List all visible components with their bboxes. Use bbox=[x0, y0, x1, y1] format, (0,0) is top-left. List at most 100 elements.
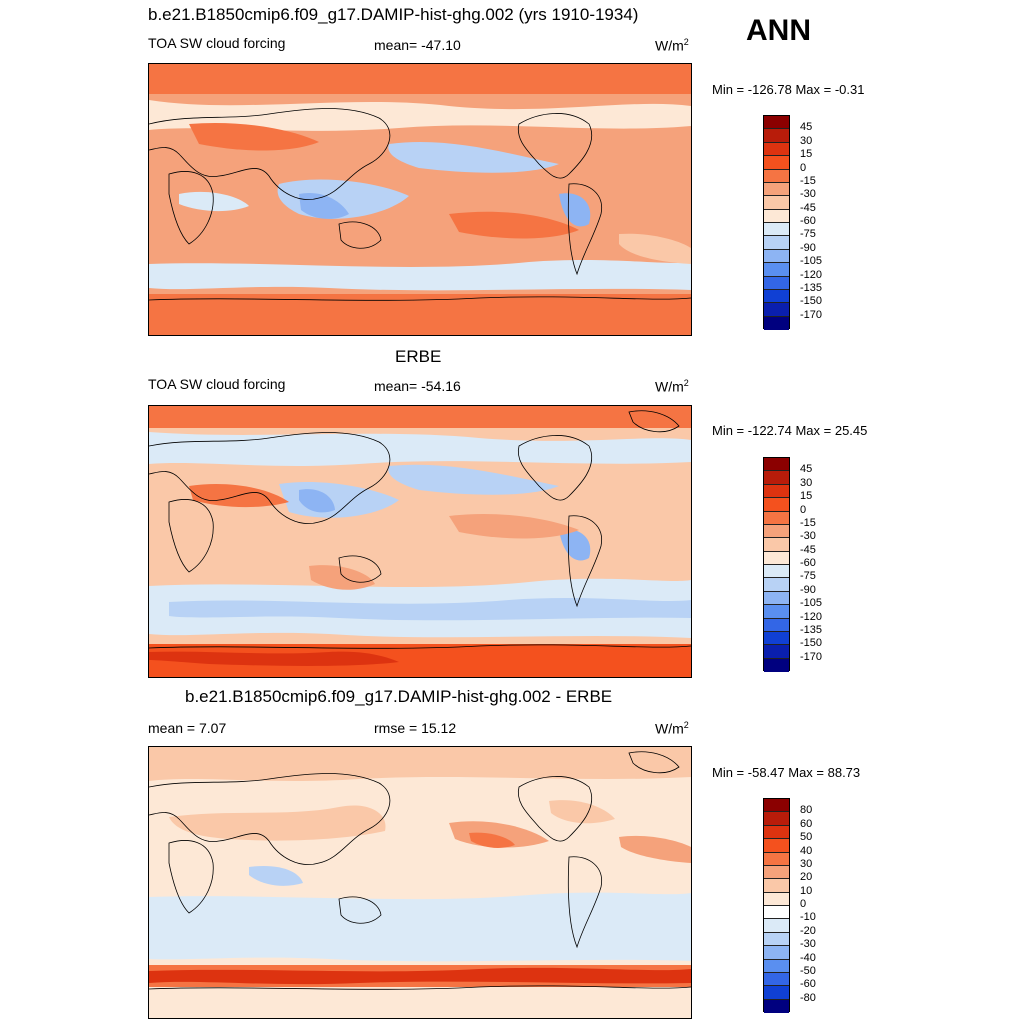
colorbar-box bbox=[764, 169, 789, 183]
colorbar-box bbox=[764, 812, 789, 826]
colorbar-tick-label: -60 bbox=[800, 215, 816, 227]
panel1-colorbar-boxes bbox=[764, 116, 789, 330]
panel3-rmse-label: rmse = 15.12 bbox=[374, 720, 457, 736]
colorbar-box bbox=[764, 263, 789, 277]
colorbar-box bbox=[764, 551, 789, 565]
colorbar-box bbox=[764, 618, 789, 632]
colorbar-tick-label: -60 bbox=[800, 557, 816, 569]
panel3-map bbox=[148, 746, 692, 1019]
panel2-colorbar bbox=[763, 457, 790, 672]
colorbar-tick-label: -135 bbox=[800, 623, 823, 636]
colorbar-box bbox=[764, 116, 789, 130]
colorbar-tick-label: -30 bbox=[800, 188, 816, 201]
colorbar-box bbox=[764, 156, 789, 170]
colorbar-tick-label: -50 bbox=[800, 964, 816, 977]
colorbar-box bbox=[764, 645, 789, 659]
colorbar-box bbox=[764, 524, 789, 539]
colorbar-tick-label: 0 bbox=[800, 161, 807, 174]
colorbar-tick-label: -80 bbox=[800, 991, 816, 1004]
colorbar-box bbox=[764, 223, 789, 237]
colorbar-box bbox=[764, 182, 789, 197]
colorbar-tick-label: 80 bbox=[800, 804, 813, 817]
colorbar-tick-label: -75 bbox=[800, 228, 816, 241]
colorbar-box bbox=[764, 879, 789, 893]
colorbar-box bbox=[764, 511, 789, 525]
colorbar-tick-label: 10 bbox=[800, 884, 813, 897]
colorbar-tick-label: -15 bbox=[800, 174, 816, 187]
colorbar-tick-label: -120 bbox=[800, 610, 823, 623]
panel2-units-label: W/m2 bbox=[655, 378, 689, 395]
colorbar-tick-label: 0 bbox=[800, 503, 807, 516]
panel1-title: b.e21.B1850cmip6.f09_g17.DAMIP-hist-ghg.… bbox=[148, 5, 639, 24]
panel3-minmax-label: Min = -58.47 Max = 88.73 bbox=[712, 765, 861, 780]
colorbar-tick-label: -15 bbox=[800, 516, 816, 529]
colorbar-tick-label: -170 bbox=[800, 308, 823, 321]
colorbar-tick-label: 15 bbox=[800, 490, 813, 503]
colorbar-box bbox=[764, 249, 789, 264]
colorbar-box bbox=[764, 906, 789, 920]
colorbar-tick-label: 50 bbox=[800, 831, 813, 844]
colorbar-box bbox=[764, 919, 789, 933]
colorbar-box bbox=[764, 799, 789, 813]
colorbar-box bbox=[764, 289, 789, 304]
panel3-title: b.e21.B1850cmip6.f09_g17.DAMIP-hist-ghg.… bbox=[185, 687, 613, 706]
colorbar-tick-label: -105 bbox=[800, 255, 823, 268]
colorbar-tick-label: -150 bbox=[800, 637, 823, 650]
colorbar-box bbox=[764, 471, 789, 485]
panel1-mean-label: mean= -47.10 bbox=[374, 37, 461, 53]
panel1-units-label: W/m2 bbox=[655, 37, 689, 54]
colorbar-box bbox=[764, 605, 789, 619]
colorbar-tick-label: 30 bbox=[800, 134, 813, 147]
colorbar-box bbox=[764, 932, 789, 947]
colorbar-tick-label: -10 bbox=[800, 911, 816, 924]
colorbar-box bbox=[764, 484, 789, 499]
panel2-minmax-label: Min = -122.74 Max = 25.45 bbox=[712, 423, 868, 438]
colorbar-tick-label: -20 bbox=[800, 924, 816, 937]
colorbar-tick-label: -45 bbox=[800, 543, 816, 556]
colorbar-tick-label: 0 bbox=[800, 898, 807, 910]
colorbar-box bbox=[764, 129, 789, 143]
colorbar-tick-label: 20 bbox=[800, 871, 813, 884]
colorbar-tick-label: -135 bbox=[800, 281, 823, 294]
colorbar-tick-label: -30 bbox=[800, 938, 816, 951]
colorbar-tick-label: -40 bbox=[800, 951, 816, 964]
colorbar-box bbox=[764, 142, 789, 157]
colorbar-box bbox=[764, 538, 789, 552]
colorbar-tick-label: 30 bbox=[800, 857, 813, 870]
colorbar-box bbox=[764, 999, 789, 1013]
colorbar-box bbox=[764, 839, 789, 853]
colorbar-box bbox=[764, 578, 789, 592]
colorbar-box bbox=[764, 236, 789, 250]
colorbar-box bbox=[764, 498, 789, 512]
colorbar-box bbox=[764, 986, 789, 1000]
colorbar-tick-label: -30 bbox=[800, 530, 816, 543]
colorbar-box bbox=[764, 316, 789, 330]
panel2-variable-label: TOA SW cloud forcing bbox=[148, 376, 286, 392]
colorbar-box bbox=[764, 458, 789, 472]
colorbar-tick-label: -120 bbox=[800, 268, 823, 281]
colorbar-box bbox=[764, 959, 789, 973]
colorbar-box bbox=[764, 209, 789, 223]
panel1-map bbox=[148, 63, 692, 336]
colorbar-box bbox=[764, 303, 789, 317]
colorbar-box bbox=[764, 972, 789, 987]
colorbar-box bbox=[764, 892, 789, 906]
panel3-units-label: W/m2 bbox=[655, 720, 689, 737]
colorbar-tick-label: -75 bbox=[800, 570, 816, 583]
panel1-colorbar bbox=[763, 115, 790, 330]
colorbar-tick-label: 40 bbox=[800, 844, 813, 857]
colorbar-box bbox=[764, 946, 789, 960]
season-label: ANN bbox=[746, 14, 811, 47]
panel1-minmax-label: Min = -126.78 Max = -0.31 bbox=[712, 82, 865, 97]
panel2-title: ERBE bbox=[395, 347, 442, 366]
colorbar-tick-label: 45 bbox=[800, 121, 813, 134]
panel3-mean-label: mean = 7.07 bbox=[148, 720, 227, 736]
colorbar-tick-label: 45 bbox=[800, 463, 813, 476]
panel2-map bbox=[148, 405, 692, 678]
colorbar-box bbox=[764, 658, 789, 672]
colorbar-tick-label: 30 bbox=[800, 476, 813, 489]
colorbar-tick-label: -150 bbox=[800, 295, 823, 308]
colorbar-tick-label: -60 bbox=[800, 978, 816, 991]
panel2-colorbar-boxes bbox=[764, 458, 789, 672]
colorbar-tick-label: 60 bbox=[800, 817, 813, 830]
